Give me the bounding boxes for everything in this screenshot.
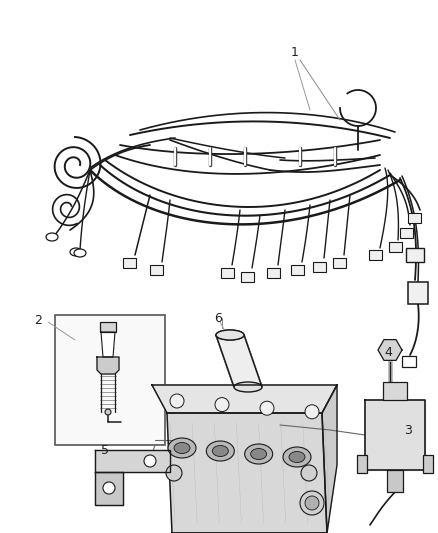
Text: 1: 1 bbox=[291, 45, 299, 59]
Bar bbox=[123, 258, 136, 268]
Ellipse shape bbox=[216, 330, 244, 340]
Ellipse shape bbox=[74, 249, 86, 257]
Bar bbox=[402, 356, 416, 367]
Bar bbox=[221, 268, 234, 278]
Circle shape bbox=[260, 401, 274, 415]
Circle shape bbox=[170, 394, 184, 408]
Circle shape bbox=[105, 409, 111, 415]
Ellipse shape bbox=[216, 330, 244, 340]
Polygon shape bbox=[152, 385, 337, 413]
Ellipse shape bbox=[70, 248, 82, 256]
Ellipse shape bbox=[283, 447, 311, 467]
Polygon shape bbox=[95, 472, 123, 505]
Polygon shape bbox=[95, 450, 170, 472]
Text: 3: 3 bbox=[404, 424, 412, 437]
Bar bbox=[408, 282, 428, 304]
Ellipse shape bbox=[245, 444, 273, 464]
Ellipse shape bbox=[168, 438, 196, 458]
Bar bbox=[291, 265, 304, 275]
Bar bbox=[389, 242, 402, 252]
Ellipse shape bbox=[206, 441, 234, 461]
Bar bbox=[267, 268, 280, 278]
Circle shape bbox=[305, 405, 319, 419]
Bar bbox=[383, 382, 407, 400]
Ellipse shape bbox=[251, 448, 267, 459]
Polygon shape bbox=[167, 413, 327, 533]
Bar bbox=[55, 315, 165, 445]
Circle shape bbox=[103, 482, 115, 494]
Text: 5: 5 bbox=[101, 443, 109, 456]
Polygon shape bbox=[378, 340, 402, 360]
Circle shape bbox=[166, 465, 182, 481]
Ellipse shape bbox=[234, 382, 262, 392]
Bar bbox=[408, 213, 421, 223]
Circle shape bbox=[301, 465, 317, 481]
Ellipse shape bbox=[289, 451, 305, 463]
Bar bbox=[150, 265, 163, 275]
Polygon shape bbox=[97, 357, 119, 374]
Bar bbox=[400, 228, 413, 238]
Text: 4: 4 bbox=[384, 345, 392, 359]
Circle shape bbox=[305, 496, 319, 510]
Bar bbox=[369, 250, 382, 260]
Text: 2: 2 bbox=[34, 313, 42, 327]
Bar bbox=[423, 455, 433, 473]
Circle shape bbox=[144, 455, 156, 467]
Circle shape bbox=[300, 491, 324, 515]
Bar bbox=[406, 248, 424, 262]
Bar bbox=[333, 258, 346, 268]
Text: 6: 6 bbox=[214, 311, 222, 325]
Polygon shape bbox=[365, 400, 425, 470]
Polygon shape bbox=[322, 385, 337, 533]
Ellipse shape bbox=[212, 446, 228, 456]
Circle shape bbox=[215, 398, 229, 411]
Bar bbox=[387, 470, 403, 492]
Bar bbox=[241, 272, 254, 282]
Polygon shape bbox=[216, 335, 262, 387]
Bar bbox=[357, 455, 367, 473]
Bar bbox=[100, 322, 116, 332]
Ellipse shape bbox=[174, 442, 190, 454]
Polygon shape bbox=[101, 332, 115, 357]
Bar bbox=[313, 262, 326, 272]
Ellipse shape bbox=[46, 233, 58, 241]
